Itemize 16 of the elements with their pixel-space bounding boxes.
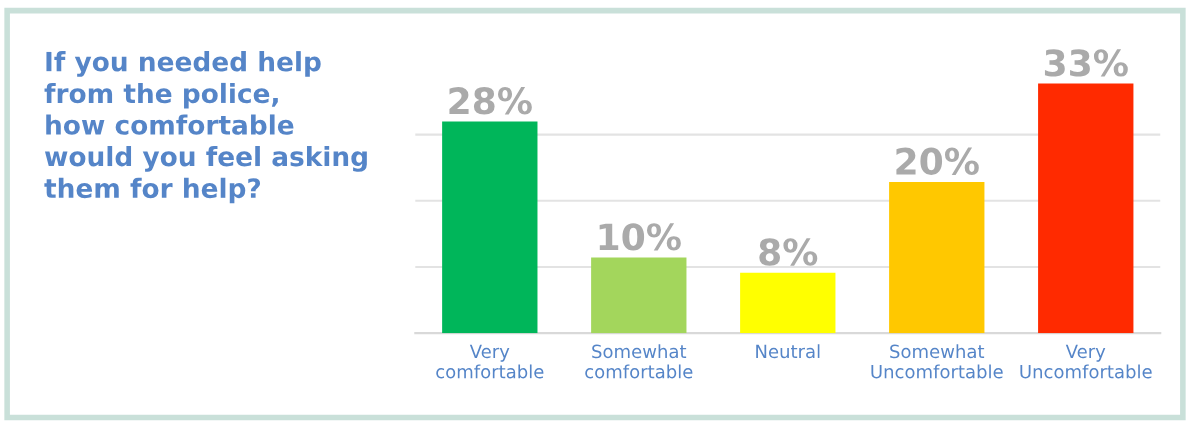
x-tick-label: Somewhat Uncomfortable	[871, 344, 1003, 379]
x-tick-label: Very comfortable	[436, 344, 544, 379]
x-tick-label: Neutral	[756, 344, 820, 359]
x-tick-label: Somewhat comfortable	[585, 344, 693, 379]
text: If you needed help from the police, how comfortable would you feel asking them for help?	[44, 51, 367, 204]
bar	[442, 121, 538, 334]
bar	[591, 257, 687, 334]
bar	[889, 181, 985, 334]
data-label: 10%	[599, 223, 681, 251]
bar	[740, 272, 836, 334]
data-label: 28%	[449, 87, 532, 115]
data-label: 33%	[1044, 49, 1128, 77]
bar	[1038, 83, 1134, 334]
data-label: 20%	[896, 147, 979, 175]
data-label: 8%	[759, 238, 818, 266]
x-tick-label: Very Uncomfortable	[1020, 344, 1152, 379]
